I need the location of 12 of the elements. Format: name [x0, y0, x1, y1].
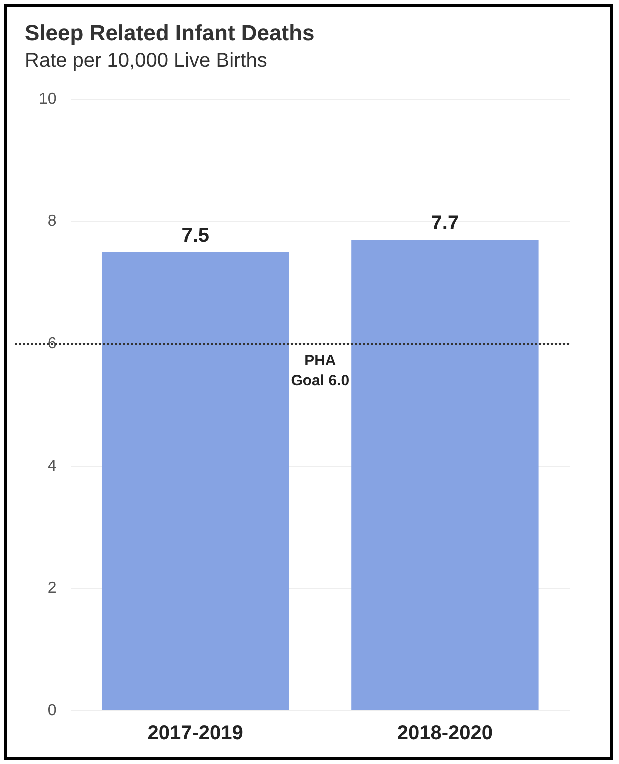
- x-tick-label: 2018-2020: [397, 722, 494, 745]
- y-tick-label: 0: [48, 702, 57, 720]
- data-label: 7.7: [431, 212, 460, 235]
- chart-title: Sleep Related Infant Deaths: [25, 20, 315, 46]
- data-label: 7.5: [182, 224, 210, 247]
- y-tick-label: 4: [48, 458, 57, 475]
- ref-line-label: PHA Goal 6.0: [291, 352, 350, 390]
- y-tick-label: 2: [48, 580, 57, 598]
- x-tick-label: 2017-2019: [148, 722, 244, 745]
- y-tick-label: 8: [48, 213, 57, 230]
- y-tick-label: 10: [39, 90, 57, 108]
- chart-subtitle: Rate per 10,000 Live Births: [25, 50, 268, 72]
